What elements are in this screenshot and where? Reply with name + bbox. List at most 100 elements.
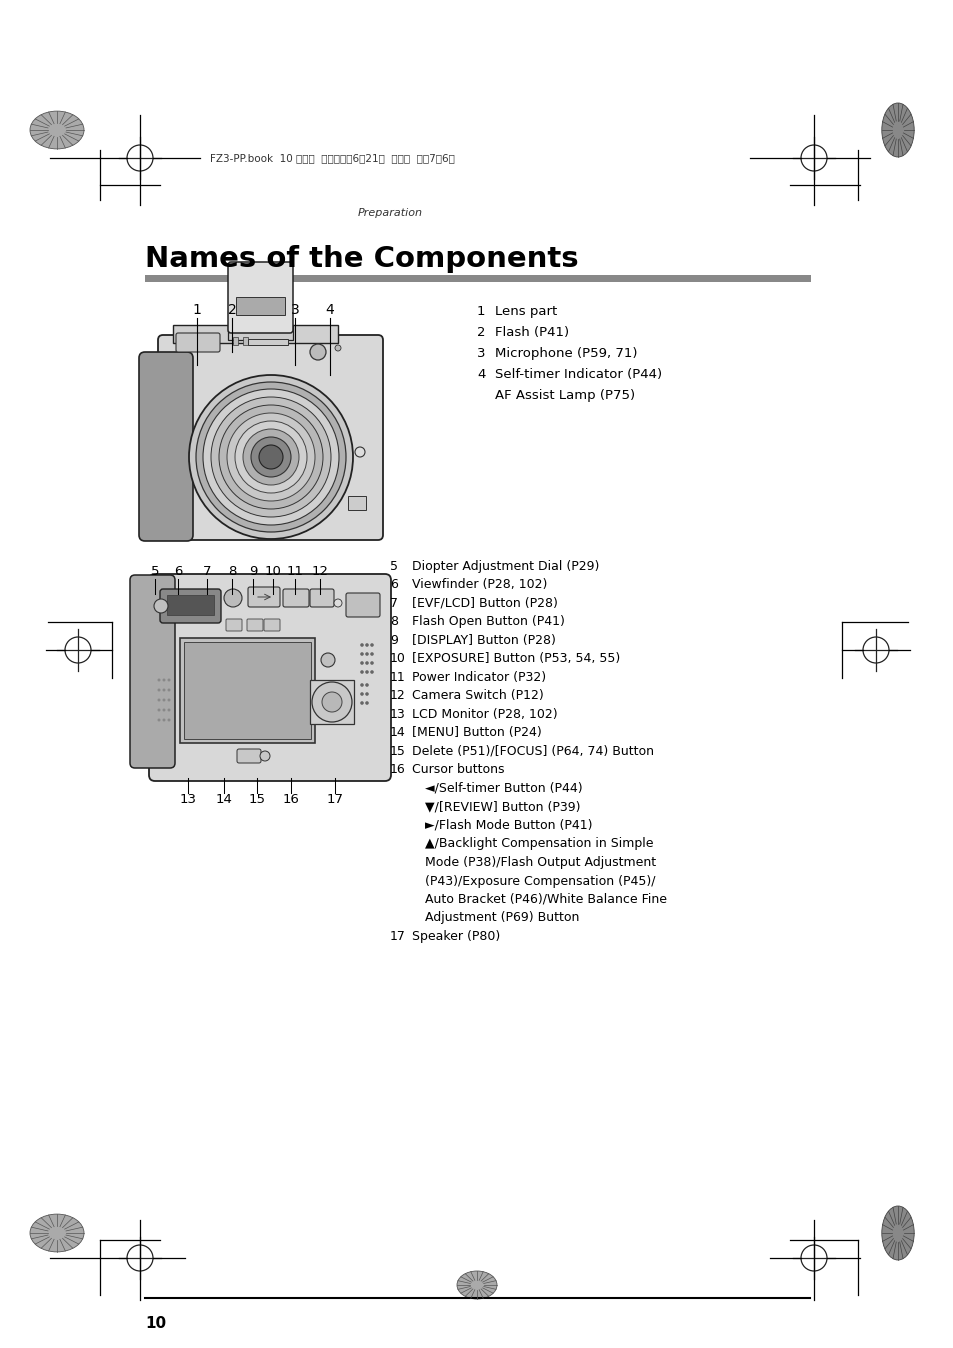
Text: 4: 4 — [476, 368, 485, 381]
Text: 8: 8 — [228, 566, 236, 578]
Circle shape — [360, 701, 363, 705]
Bar — [310, 679, 354, 724]
Bar — [233, 337, 237, 345]
Text: 10: 10 — [264, 566, 281, 578]
Text: 13: 13 — [390, 708, 405, 721]
FancyBboxPatch shape — [226, 619, 242, 631]
Circle shape — [370, 662, 374, 665]
Text: 17: 17 — [326, 794, 343, 806]
FancyBboxPatch shape — [139, 352, 193, 541]
Circle shape — [157, 718, 160, 721]
Circle shape — [370, 652, 374, 655]
Circle shape — [365, 670, 369, 674]
Circle shape — [320, 652, 335, 667]
Circle shape — [360, 693, 363, 696]
Circle shape — [360, 643, 363, 647]
Text: 1: 1 — [193, 303, 201, 317]
Circle shape — [365, 652, 369, 655]
Bar — [228, 325, 293, 340]
Text: 15: 15 — [390, 745, 405, 758]
Text: 16: 16 — [390, 763, 405, 776]
Ellipse shape — [30, 111, 84, 148]
Circle shape — [211, 398, 331, 518]
Circle shape — [365, 683, 369, 686]
Text: 17: 17 — [390, 930, 405, 944]
FancyBboxPatch shape — [158, 336, 382, 541]
Text: 7: 7 — [390, 597, 397, 611]
Circle shape — [227, 412, 314, 501]
Bar — [167, 594, 213, 615]
Text: Names of the Components: Names of the Components — [145, 245, 578, 274]
FancyBboxPatch shape — [248, 586, 280, 607]
Circle shape — [168, 698, 171, 701]
Circle shape — [219, 404, 323, 510]
Bar — [248, 338, 288, 345]
Circle shape — [365, 701, 369, 705]
Circle shape — [335, 345, 340, 350]
Bar — [184, 642, 311, 739]
Text: 11: 11 — [286, 566, 303, 578]
Text: 4: 4 — [325, 303, 334, 317]
Circle shape — [370, 670, 374, 674]
Circle shape — [224, 589, 242, 607]
Text: ◄/Self-timer Button (P44): ◄/Self-timer Button (P44) — [424, 782, 582, 795]
Circle shape — [162, 678, 165, 682]
Text: 14: 14 — [390, 727, 405, 740]
Circle shape — [153, 599, 168, 613]
Polygon shape — [145, 359, 187, 535]
Text: Flash (P41): Flash (P41) — [495, 326, 569, 338]
Text: 6: 6 — [390, 578, 397, 592]
Circle shape — [234, 421, 307, 493]
Text: ▼/[REVIEW] Button (P39): ▼/[REVIEW] Button (P39) — [424, 801, 579, 813]
Circle shape — [157, 709, 160, 712]
Circle shape — [162, 698, 165, 701]
Text: 12: 12 — [390, 689, 405, 702]
FancyBboxPatch shape — [160, 589, 221, 623]
Circle shape — [157, 678, 160, 682]
Text: 5: 5 — [151, 566, 159, 578]
FancyBboxPatch shape — [264, 619, 280, 631]
Text: [DISPLAY] Button (P28): [DISPLAY] Button (P28) — [412, 634, 556, 647]
Circle shape — [360, 652, 363, 655]
Circle shape — [258, 445, 283, 469]
Text: FZ3-PP.book  10 ページ  ２００４年6月21日  月曜日  午後7晎6分: FZ3-PP.book 10 ページ ２００４年6月21日 月曜日 午後7晎6分 — [210, 154, 455, 163]
Circle shape — [312, 682, 352, 723]
Bar — [145, 275, 810, 282]
Text: Auto Bracket (P46)/White Balance Fine: Auto Bracket (P46)/White Balance Fine — [424, 892, 666, 906]
FancyBboxPatch shape — [175, 333, 220, 352]
Text: (P43)/Exposure Compensation (P45)/: (P43)/Exposure Compensation (P45)/ — [424, 875, 655, 887]
Circle shape — [360, 662, 363, 665]
Circle shape — [251, 437, 291, 477]
FancyBboxPatch shape — [247, 619, 263, 631]
Ellipse shape — [881, 1206, 913, 1260]
Text: Speaker (P80): Speaker (P80) — [412, 930, 499, 944]
Circle shape — [360, 683, 363, 686]
Text: Cursor buttons: Cursor buttons — [412, 763, 504, 776]
Circle shape — [203, 390, 338, 524]
Text: 14: 14 — [215, 794, 233, 806]
Ellipse shape — [30, 1215, 84, 1252]
Circle shape — [168, 718, 171, 721]
Ellipse shape — [881, 102, 913, 156]
Text: Delete (P51)/[FOCUS] (P64, 74) Button: Delete (P51)/[FOCUS] (P64, 74) Button — [412, 745, 654, 758]
Text: 3: 3 — [476, 346, 485, 360]
Bar — [172, 325, 337, 342]
Text: 15: 15 — [248, 794, 265, 806]
Text: 9: 9 — [249, 566, 257, 578]
Text: Preparation: Preparation — [357, 208, 422, 218]
Text: 1: 1 — [476, 305, 485, 318]
Ellipse shape — [456, 1271, 497, 1299]
Text: 12: 12 — [312, 566, 328, 578]
Text: 7: 7 — [203, 566, 211, 578]
Circle shape — [189, 375, 353, 539]
Text: 2: 2 — [476, 326, 485, 338]
Text: 3: 3 — [291, 303, 299, 317]
Text: Diopter Adjustment Dial (P29): Diopter Adjustment Dial (P29) — [412, 559, 598, 573]
Circle shape — [157, 698, 160, 701]
Text: 9: 9 — [390, 634, 397, 647]
FancyBboxPatch shape — [228, 262, 293, 333]
Text: ►/Flash Mode Button (P41): ►/Flash Mode Button (P41) — [424, 820, 592, 832]
Text: ▲/Backlight Compensation in Simple: ▲/Backlight Compensation in Simple — [424, 837, 653, 851]
Circle shape — [322, 692, 341, 712]
Circle shape — [157, 689, 160, 692]
